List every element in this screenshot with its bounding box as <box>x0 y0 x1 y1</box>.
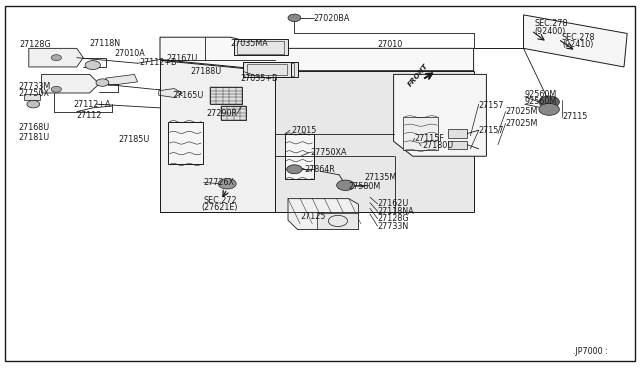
Text: 27010A: 27010A <box>114 49 145 58</box>
Polygon shape <box>42 74 99 93</box>
Text: SEC.278: SEC.278 <box>562 33 595 42</box>
Text: 27118NA: 27118NA <box>378 207 414 216</box>
Text: SEC.272: SEC.272 <box>204 196 237 205</box>
Text: 27162U: 27162U <box>378 199 409 208</box>
Text: (27621E): (27621E) <box>202 203 238 212</box>
Text: 92560M: 92560M <box>525 97 557 106</box>
Text: 27290R: 27290R <box>207 109 237 118</box>
Bar <box>234 39 288 55</box>
Bar <box>317 213 358 229</box>
Bar <box>448 129 467 138</box>
Text: 27864R: 27864R <box>304 165 335 174</box>
Circle shape <box>288 14 301 22</box>
Polygon shape <box>29 48 83 67</box>
Circle shape <box>96 79 109 86</box>
Text: 27112+A: 27112+A <box>74 100 111 109</box>
Text: 27733M: 27733M <box>18 82 50 91</box>
Text: 27035MA: 27035MA <box>230 39 268 48</box>
Bar <box>285 134 314 179</box>
Text: (92400): (92400) <box>534 27 566 36</box>
Bar <box>221 106 246 120</box>
Bar <box>243 62 298 77</box>
Circle shape <box>287 165 302 174</box>
Text: 27168U: 27168U <box>18 123 49 132</box>
Bar <box>24 94 40 100</box>
Polygon shape <box>288 199 358 230</box>
Text: 27112: 27112 <box>77 111 102 120</box>
Text: 27157: 27157 <box>479 126 504 135</box>
Circle shape <box>51 55 61 61</box>
Polygon shape <box>160 37 474 71</box>
Circle shape <box>27 100 40 108</box>
Text: 27010: 27010 <box>378 40 403 49</box>
Text: 27118N: 27118N <box>90 39 121 48</box>
Polygon shape <box>524 15 627 67</box>
Text: 27188U: 27188U <box>191 67 222 76</box>
Text: 27035+B: 27035+B <box>240 74 278 83</box>
Text: 27125: 27125 <box>301 212 326 221</box>
Text: 92560M: 92560M <box>525 90 557 99</box>
Bar <box>403 117 438 150</box>
Text: (92410): (92410) <box>562 40 593 49</box>
Text: 27020BA: 27020BA <box>314 14 350 23</box>
Circle shape <box>218 179 236 189</box>
Circle shape <box>337 180 355 190</box>
Text: SEC.278: SEC.278 <box>534 19 568 28</box>
Polygon shape <box>159 89 182 97</box>
Text: 27181U: 27181U <box>18 133 49 142</box>
Text: 27128G: 27128G <box>19 40 51 49</box>
Text: 27025M: 27025M <box>506 107 538 116</box>
Bar <box>247 63 294 76</box>
Polygon shape <box>394 74 486 156</box>
Text: FRONT: FRONT <box>407 62 430 88</box>
Bar <box>247 64 287 75</box>
Text: 27165U: 27165U <box>173 92 204 100</box>
Text: 27185U: 27185U <box>118 135 150 144</box>
Circle shape <box>85 61 100 70</box>
Text: 27167U: 27167U <box>166 54 198 63</box>
Bar <box>448 141 467 149</box>
Bar <box>243 62 291 77</box>
Text: 27025M: 27025M <box>506 119 538 128</box>
Text: 27180U: 27180U <box>422 141 454 150</box>
Bar <box>237 41 284 54</box>
Text: 27726X: 27726X <box>204 178 234 187</box>
Text: 27128G: 27128G <box>378 214 409 223</box>
Text: .JP7000 :: .JP7000 : <box>573 347 607 356</box>
Text: 27115F: 27115F <box>415 134 445 143</box>
Bar <box>210 87 242 104</box>
Text: 27135M: 27135M <box>365 173 397 182</box>
Circle shape <box>539 103 559 115</box>
Circle shape <box>539 96 559 108</box>
Polygon shape <box>160 60 275 212</box>
Text: 27115: 27115 <box>562 112 588 121</box>
Text: 27580M: 27580M <box>349 182 381 190</box>
Text: 27157: 27157 <box>479 101 504 110</box>
Bar <box>168 122 203 164</box>
Text: 27750XA: 27750XA <box>310 148 347 157</box>
Text: 27112+B: 27112+B <box>140 58 177 67</box>
Text: 27733N: 27733N <box>378 222 409 231</box>
Text: 27015: 27015 <box>291 126 317 135</box>
Polygon shape <box>106 74 138 86</box>
Polygon shape <box>275 71 474 212</box>
Text: 27750X: 27750X <box>18 89 49 98</box>
Circle shape <box>51 86 61 92</box>
